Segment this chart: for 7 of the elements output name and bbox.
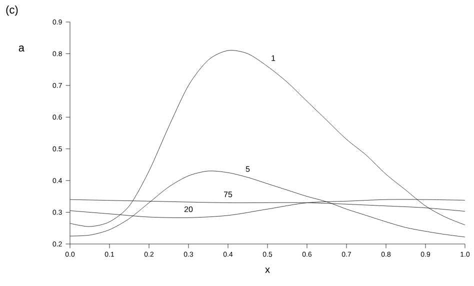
series-label: 1 xyxy=(272,55,276,61)
series-label: 20 xyxy=(184,206,193,212)
chart-title: (c) xyxy=(6,6,18,16)
series-label: 75 xyxy=(224,192,232,198)
series-label: 5 xyxy=(246,166,250,172)
y-axis-title: a xyxy=(18,46,24,52)
x-axis-title: x xyxy=(265,268,270,273)
